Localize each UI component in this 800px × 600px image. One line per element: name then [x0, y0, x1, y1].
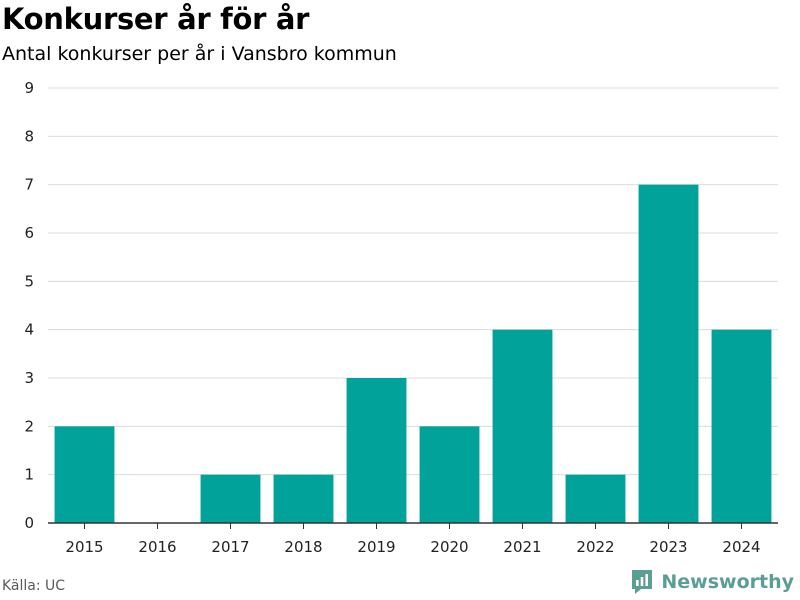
y-tick-label: 5 [24, 272, 34, 290]
x-tick-label: 2019 [357, 538, 395, 556]
y-tick-label: 0 [24, 514, 34, 532]
brand-logo: Newsworthy [630, 569, 794, 595]
bar-2017 [200, 474, 261, 523]
bar-2020 [419, 426, 480, 523]
x-tick-label: 2022 [576, 538, 614, 556]
chart-subtitle: Antal konkurser per år i Vansbro kommun [2, 43, 397, 65]
bar-2015 [54, 426, 115, 523]
y-tick-label: 9 [24, 79, 34, 97]
y-tick-label: 3 [24, 369, 34, 387]
y-tick-label: 6 [24, 224, 34, 242]
bar-2024 [711, 329, 772, 523]
y-tick-label: 2 [24, 417, 34, 435]
x-tick-label: 2023 [649, 538, 687, 556]
chart-title: Konkurser år för år [2, 2, 310, 36]
x-tick-label: 2015 [65, 538, 103, 556]
x-tick-label: 2020 [430, 538, 468, 556]
x-tick-label: 2018 [284, 538, 322, 556]
bar-2019 [346, 378, 407, 523]
bar-2023 [638, 184, 699, 523]
bar-2022 [565, 474, 626, 523]
x-axis-ticks: 2015 2016 2017 2018 2019 2020 2021 2022 2023 2024 [65, 523, 761, 556]
y-tick-label: 4 [24, 321, 34, 339]
x-tick-label: 2016 [138, 538, 176, 556]
y-tick-label: 7 [24, 176, 34, 194]
x-tick-label: 2024 [722, 538, 760, 556]
bars [54, 184, 772, 523]
bar-2018 [273, 474, 334, 523]
bar-2021 [492, 329, 553, 523]
x-tick-label: 2021 [503, 538, 541, 556]
y-tick-label: 1 [24, 466, 34, 484]
x-tick-label: 2017 [211, 538, 249, 556]
y-axis-ticks: 0 1 2 3 4 5 6 7 8 9 [24, 79, 34, 532]
y-tick-label: 8 [24, 127, 34, 145]
newsworthy-logo-icon [632, 570, 653, 594]
brand-name: Newsworthy [661, 571, 794, 593]
source-note: Källa: UC [2, 578, 66, 594]
